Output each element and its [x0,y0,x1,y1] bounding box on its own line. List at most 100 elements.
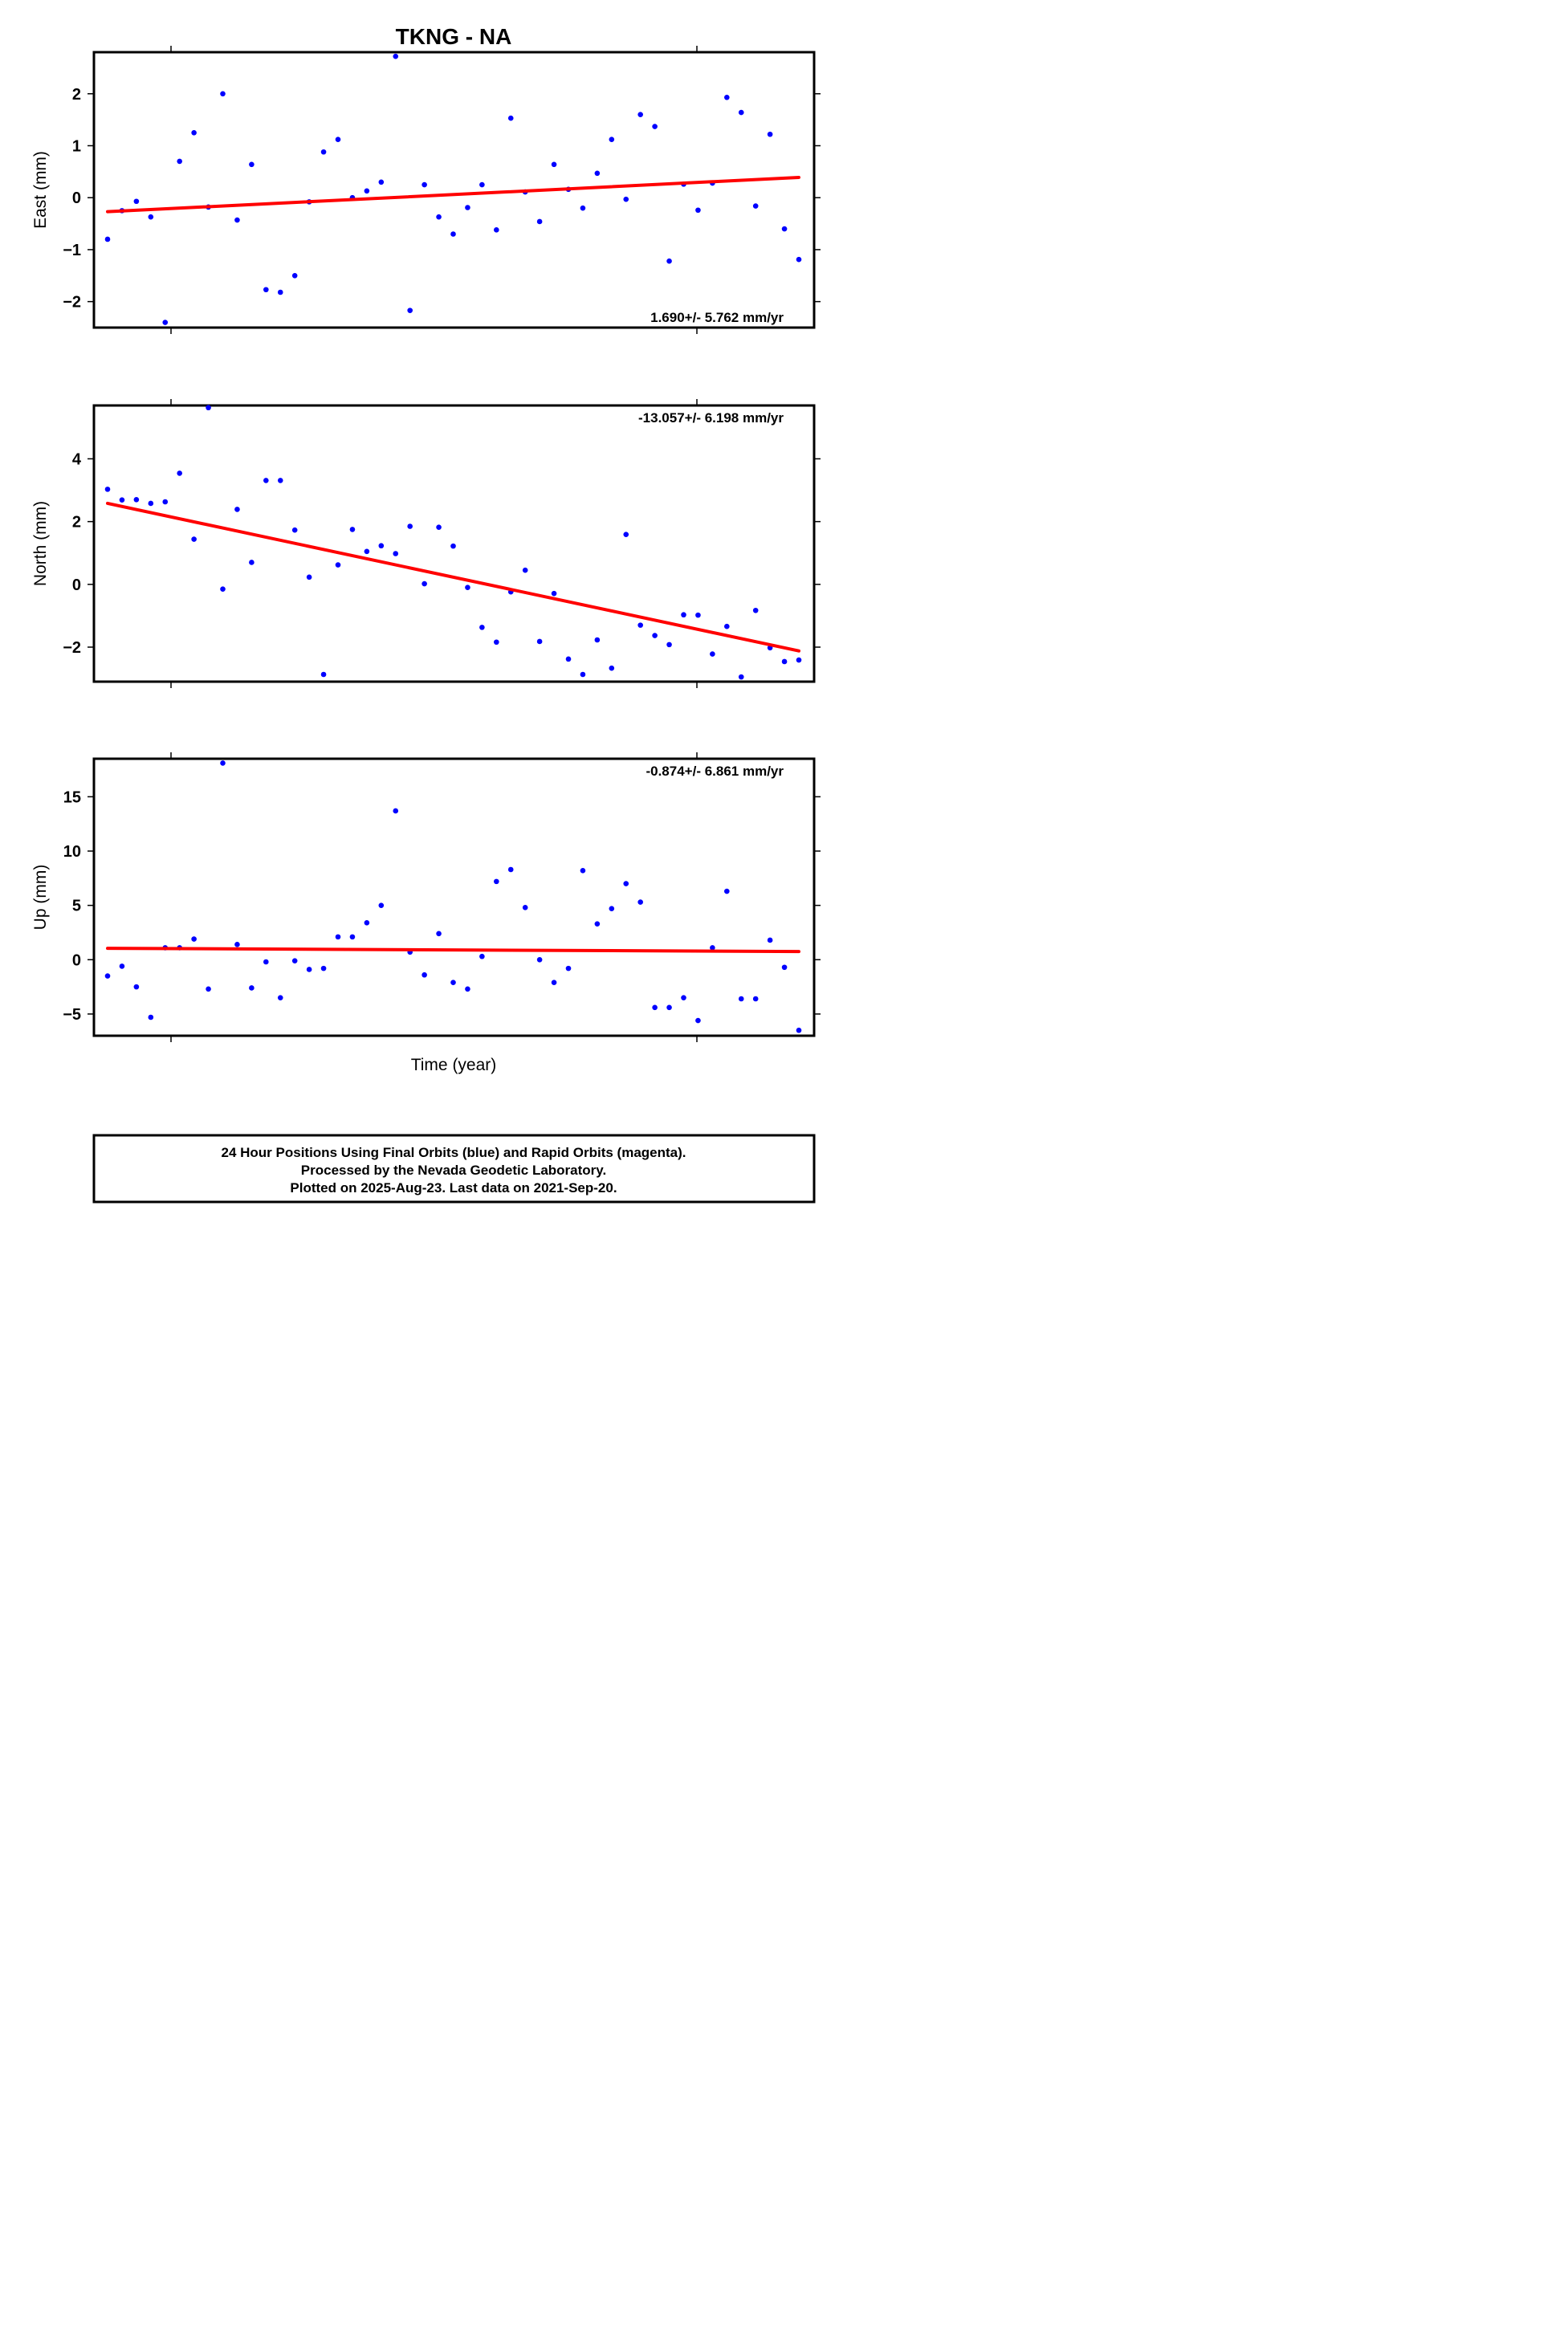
footer-line-1: 24 Hour Positions Using Final Orbits (bl… [222,1145,686,1160]
data-point [594,637,601,643]
data-point [104,973,111,979]
east-panel: −2 −1 0 1 2 East (mm) 1.690+/- 5.762 mm/yr [31,46,821,334]
trend-line [106,175,800,214]
y-tick-label: 5 [72,898,81,915]
data-point [104,236,111,242]
data-point [580,868,586,874]
data-point [393,808,399,814]
y-tick-label: −1 [63,242,81,259]
data-point [306,574,312,580]
data-point [393,551,399,556]
data-point [666,1004,672,1011]
data-point [666,258,672,264]
data-point [479,625,485,630]
data-point [191,130,197,136]
data-point [234,217,240,223]
data-point [681,612,686,618]
up-panel: −5 0 5 10 15 Up (mm) -0.874+/- 6.861 mm/yr [31,752,821,1042]
data-point [536,218,543,225]
data-point [364,188,370,194]
data-point [422,580,427,587]
data-point [637,112,643,117]
trend-line [106,501,800,653]
y-tick-label: 0 [72,576,81,594]
data-point [724,95,730,100]
data-point [263,478,269,483]
y-tick-label: −5 [63,1006,81,1024]
y-tick-label: 2 [72,514,81,532]
x-axis-label: Time (year) [411,1056,497,1074]
data-point [609,136,615,143]
data-point [133,198,140,205]
data-point [148,500,154,507]
data-point [551,980,557,986]
data-point [594,921,601,927]
data-point [148,214,154,220]
footer-line-3: Plotted on 2025-Aug-23. Last data on 202… [290,1180,617,1196]
plot-frame [92,404,816,683]
data-point [695,207,701,214]
data-point [162,499,169,505]
footer-frame [92,1134,816,1204]
data-point [291,958,298,963]
data-point [565,965,572,972]
data-point [522,567,528,573]
data-point [796,256,802,263]
data-point [479,181,485,188]
data-point [320,965,327,972]
data-point [710,651,715,657]
data-point [407,308,413,313]
data-point [522,905,528,910]
data-point [465,986,470,992]
data-point [364,919,370,926]
data-point [565,656,572,662]
data-point [249,560,255,565]
data-point [220,586,226,592]
y-tick-label: 0 [72,951,81,969]
data-point [652,124,658,129]
data-point [277,478,283,483]
y-tick-label: 15 [63,788,81,806]
data-point [335,136,341,143]
y-axis-label: Up (mm) [31,865,50,931]
data-point [436,931,442,937]
data-point [263,959,269,965]
data-point [623,881,629,886]
data-point [738,674,744,680]
data-point [320,671,327,678]
data-point [752,996,759,1002]
data-point [652,1004,658,1011]
data-point [551,590,557,597]
data-point [291,527,298,533]
data-point [177,158,182,165]
data-point [148,1014,154,1020]
chart-title: TKNG - NA [396,24,512,49]
data-point [724,888,730,894]
data-point [724,623,730,629]
data-point [119,497,125,503]
y-tick-label: 10 [63,843,81,861]
footer-line-2: Processed by the Nevada Geodetic Laborat… [301,1163,606,1178]
data-point [335,562,341,568]
data-point [781,226,788,232]
data-point [320,149,327,155]
data-point [494,227,499,233]
data-point [422,181,427,188]
data-point [695,612,701,618]
data-point [536,638,543,645]
data-point [666,642,672,648]
data-point [378,902,385,908]
data-point [738,109,744,116]
data-point [436,214,442,220]
north-panel: −2 0 2 4 North (mm) -13.057+/- 6.198 mm/yr [31,399,821,688]
rate-annotation: -13.057+/- 6.198 mm/yr [638,410,784,426]
data-point [234,942,240,947]
data-point [104,487,111,492]
data-point [277,289,283,295]
data-point [465,585,470,591]
data-point [652,633,658,638]
y-tick-label: 1 [72,137,81,155]
data-point [335,934,341,940]
y-tick-label: −2 [63,294,81,312]
data-point [234,507,240,512]
